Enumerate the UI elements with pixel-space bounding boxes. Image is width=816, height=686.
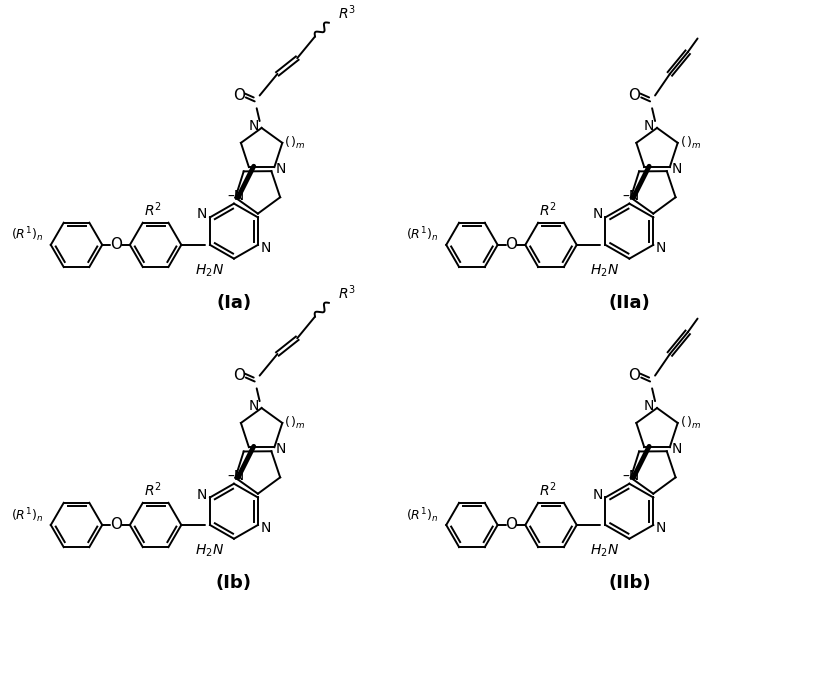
Text: N: N [656,521,667,535]
Text: N: N [592,207,603,222]
Text: (Ib): (Ib) [216,574,252,592]
Text: O: O [505,517,517,532]
Text: (Ia): (Ia) [216,294,251,312]
Text: $R^2$: $R^2$ [144,480,162,499]
Text: $( \, )_m$: $( \, )_m$ [284,135,306,151]
Text: O: O [505,237,517,252]
Text: $(R^1)_n$: $(R^1)_n$ [11,226,43,244]
Text: (IIb): (IIb) [608,574,650,592]
Text: (IIa): (IIa) [609,294,650,312]
Text: N: N [249,399,259,413]
Text: N: N [592,488,603,501]
Text: N: N [260,521,271,535]
Text: $H_2N$: $H_2N$ [591,543,619,558]
Text: –N: –N [228,469,245,483]
Text: $R^2$: $R^2$ [539,200,557,219]
Text: O: O [628,88,641,103]
Text: N: N [672,442,682,456]
Text: $H_2N$: $H_2N$ [195,262,224,279]
Text: –N: –N [623,469,640,483]
Text: N: N [672,162,682,176]
Text: $H_2N$: $H_2N$ [195,543,224,558]
Text: N: N [656,241,667,255]
Text: $(R^1)_n$: $(R^1)_n$ [11,506,43,525]
Text: O: O [233,88,245,103]
Text: $R^2$: $R^2$ [539,480,557,499]
Text: $H_2N$: $H_2N$ [591,262,619,279]
Text: N: N [260,241,271,255]
Text: –N: –N [623,189,640,203]
Text: N: N [197,207,207,222]
Text: $R^2$: $R^2$ [144,200,162,219]
Text: $R^3$: $R^3$ [338,284,356,303]
Text: N: N [276,162,286,176]
Text: N: N [249,119,259,133]
Text: N: N [276,442,286,456]
Text: $R^3$: $R^3$ [338,3,356,22]
Text: N: N [644,119,654,133]
Text: $(R^1)_n$: $(R^1)_n$ [406,226,438,244]
Text: $(R^1)_n$: $(R^1)_n$ [406,506,438,525]
Text: N: N [197,488,207,501]
Text: –N: –N [228,189,245,203]
Text: $( \, )_m$: $( \, )_m$ [680,135,702,151]
Text: O: O [628,368,641,383]
Text: O: O [110,237,122,252]
Text: N: N [644,399,654,413]
Text: O: O [233,368,245,383]
Text: $( \, )_m$: $( \, )_m$ [284,415,306,431]
Text: O: O [110,517,122,532]
Text: $( \, )_m$: $( \, )_m$ [680,415,702,431]
